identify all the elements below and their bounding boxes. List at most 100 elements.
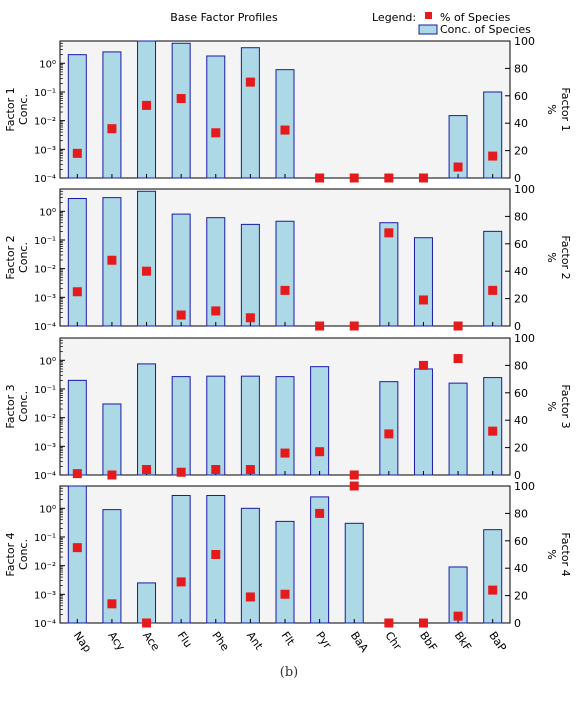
percent-marker bbox=[245, 313, 255, 323]
left-tick-label: 10⁰ bbox=[39, 356, 56, 367]
left-tick-label: 10⁻¹ bbox=[34, 533, 56, 544]
percent-marker bbox=[107, 470, 117, 480]
right-tick-label: 20 bbox=[514, 590, 528, 603]
percent-marker bbox=[72, 469, 82, 479]
factor-right-title: Factor 3 bbox=[559, 384, 572, 428]
category-label: Flt bbox=[279, 629, 298, 648]
legend: Legend: % of Species Conc. of Species bbox=[372, 11, 531, 36]
left-tick-label: 10⁻¹ bbox=[34, 236, 56, 247]
conc-bar bbox=[275, 376, 295, 476]
percent-marker bbox=[349, 321, 359, 331]
percent-marker bbox=[349, 173, 359, 183]
conc-bar bbox=[171, 213, 191, 327]
right-tick-label: 80 bbox=[514, 210, 528, 223]
percent-marker bbox=[453, 611, 463, 621]
left-tick-label: 10⁻⁴ bbox=[34, 471, 56, 482]
left-tick-label: 10⁰ bbox=[39, 504, 56, 515]
conc-bar bbox=[483, 529, 503, 624]
conc-bar bbox=[206, 494, 226, 624]
conc-bar bbox=[379, 381, 399, 476]
conc-bar bbox=[240, 375, 260, 476]
left-tick-label: 10⁰ bbox=[39, 59, 56, 70]
legend-conc-marker bbox=[418, 24, 438, 35]
right-tick-label: 0 bbox=[514, 469, 521, 482]
percent-marker bbox=[384, 618, 394, 628]
conc-bar bbox=[240, 507, 260, 624]
right-tick-label: 40 bbox=[514, 265, 528, 278]
conc-bar bbox=[67, 197, 87, 327]
percent-marker bbox=[453, 162, 463, 172]
right-tick-label: 0 bbox=[514, 320, 521, 333]
conc-bar bbox=[275, 69, 295, 179]
percent-marker bbox=[245, 465, 255, 475]
percent-marker bbox=[453, 321, 463, 331]
conc-bar bbox=[171, 494, 191, 624]
conc-bar bbox=[206, 55, 226, 179]
conc-bar bbox=[413, 368, 433, 476]
right-tick-label: 0 bbox=[514, 172, 521, 185]
conc-bar bbox=[483, 230, 503, 327]
percent-marker bbox=[176, 310, 186, 320]
conc-bar bbox=[310, 366, 330, 476]
conc-bar bbox=[483, 377, 503, 476]
percent-marker bbox=[315, 321, 325, 331]
right-tick-label: 80 bbox=[514, 62, 528, 75]
conc-axis-title: Conc. bbox=[17, 94, 30, 125]
category-label: BbF bbox=[417, 629, 440, 654]
conc-bar bbox=[413, 237, 433, 327]
left-tick-label: 10⁻³ bbox=[34, 293, 56, 304]
percent-marker bbox=[211, 306, 221, 316]
legend-percent-label: % of Species bbox=[440, 11, 511, 24]
conc-bar bbox=[483, 91, 503, 179]
x-axis-labels: Nap Acy Ace Flu Phe Ant Flt Pyr BaA Chr BbF BkF BaP bbox=[71, 629, 509, 655]
right-tick-label: 60 bbox=[514, 535, 528, 548]
left-tick-label: 10⁻⁴ bbox=[34, 322, 56, 333]
percent-marker bbox=[384, 173, 394, 183]
left-tick-label: 10⁻³ bbox=[34, 590, 56, 601]
left-tick-label: 10⁻⁴ bbox=[34, 619, 56, 630]
percent-marker bbox=[107, 255, 117, 265]
percent-marker bbox=[142, 618, 152, 628]
right-tick-label: 100 bbox=[514, 480, 535, 493]
right-tick-label: 40 bbox=[514, 117, 528, 130]
percent-marker bbox=[72, 287, 82, 297]
percent-marker bbox=[349, 481, 359, 491]
percent-marker bbox=[418, 360, 428, 370]
factor-right-title: Factor 2 bbox=[559, 235, 572, 279]
right-tick-label: 100 bbox=[514, 35, 535, 48]
legend-percent-marker bbox=[425, 12, 432, 19]
percent-marker bbox=[211, 128, 221, 138]
percent-marker bbox=[142, 266, 152, 276]
percent-axis-title: % bbox=[545, 401, 558, 411]
percent-marker bbox=[384, 228, 394, 238]
conc-axis-title: Conc. bbox=[17, 539, 30, 570]
right-tick-label: 60 bbox=[514, 238, 528, 251]
figure-caption: (b) bbox=[279, 665, 299, 680]
percent-marker bbox=[107, 599, 117, 609]
percent-axis-title: % bbox=[545, 104, 558, 114]
percent-marker bbox=[418, 173, 428, 183]
right-tick-label: 100 bbox=[514, 332, 535, 345]
left-tick-label: 10⁻² bbox=[34, 265, 56, 276]
conc-bar bbox=[379, 222, 399, 327]
left-tick-label: 10⁻³ bbox=[34, 145, 56, 156]
left-tick-label: 10⁻¹ bbox=[34, 88, 56, 99]
left-tick-label: 10⁻² bbox=[34, 562, 56, 573]
category-label: Acy bbox=[105, 629, 127, 653]
percent-marker bbox=[142, 465, 152, 475]
category-label: Phe bbox=[209, 629, 231, 653]
factor-axis-title: Factor 1 bbox=[4, 87, 17, 131]
factor-axis-title: Factor 4 bbox=[4, 532, 17, 576]
category-label: BaA bbox=[348, 629, 371, 655]
right-tick-label: 20 bbox=[514, 442, 528, 455]
conc-bar bbox=[171, 376, 191, 476]
percent-marker bbox=[488, 426, 498, 436]
percent-marker bbox=[245, 592, 255, 602]
conc-axis-title: Conc. bbox=[17, 391, 30, 422]
right-tick-label: 20 bbox=[514, 293, 528, 306]
right-tick-label: 60 bbox=[514, 90, 528, 103]
percent-marker bbox=[280, 125, 290, 135]
